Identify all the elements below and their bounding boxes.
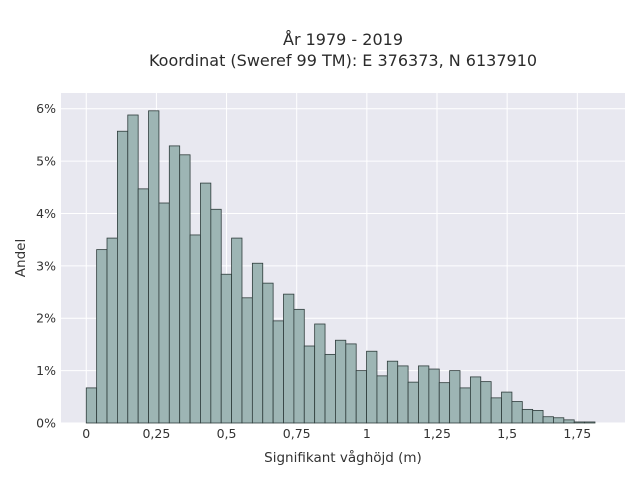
bar-12 <box>210 208 222 424</box>
bar-14 <box>231 237 243 424</box>
bar-32 <box>418 365 430 424</box>
bar-13 <box>220 273 233 424</box>
bar-43 <box>532 410 544 424</box>
x-tick-label-0: 0 <box>82 426 90 441</box>
bar-46 <box>563 419 575 424</box>
bar-24 <box>335 339 347 424</box>
bar-19 <box>283 293 295 424</box>
x-tick-label-6: 1,5 <box>497 426 517 441</box>
bar-29 <box>386 360 399 424</box>
bar-0 <box>85 387 98 424</box>
bar-17 <box>262 282 274 424</box>
x-tick-label-5: 1,25 <box>423 426 451 441</box>
bar-31 <box>407 381 419 424</box>
bar-15 <box>241 297 253 424</box>
bar-34 <box>438 382 451 424</box>
bar-28 <box>376 375 388 424</box>
bar-30 <box>397 365 409 424</box>
chart-title-line-2: Koordinat (Sweref 99 TM): E 376373, N 61… <box>149 51 537 70</box>
bar-26 <box>355 370 367 424</box>
x-tick-label-4: 1 <box>363 426 371 441</box>
bar-9 <box>179 154 191 424</box>
x-tick-label-2: 0,5 <box>217 426 237 441</box>
bar-44 <box>542 416 554 424</box>
bar-41 <box>511 401 523 424</box>
bar-38 <box>480 381 492 424</box>
y-tick-label-2: 2% <box>36 311 56 326</box>
bar-2 <box>106 237 118 424</box>
x-axis-ticks: 0 0,25 0,5 0,75 1 1,25 1,5 1,75 <box>82 426 591 441</box>
x-tick-label-1: 0,25 <box>142 426 170 441</box>
bar-18 <box>272 320 284 424</box>
x-tick-label-7: 1,75 <box>563 426 591 441</box>
bar-6 <box>148 110 160 424</box>
bar-40 <box>501 391 513 424</box>
bar-7 <box>158 202 170 424</box>
bar-20 <box>293 308 305 424</box>
y-tick-label-5: 5% <box>36 154 56 169</box>
bar-22 <box>314 323 326 424</box>
bar-47 <box>573 421 585 424</box>
bar-37 <box>469 376 482 424</box>
y-tick-label-3: 3% <box>36 258 56 273</box>
y-tick-label-6: 6% <box>36 101 56 116</box>
bar-16 <box>251 262 264 424</box>
chart-title-line-1: År 1979 - 2019 <box>283 30 403 49</box>
bar-36 <box>459 387 471 424</box>
y-tick-label-1: 1% <box>36 363 56 378</box>
bar-1 <box>96 249 108 424</box>
bar-35 <box>449 370 461 424</box>
bar-45 <box>553 417 565 424</box>
bar-39 <box>490 397 502 424</box>
y-tick-label-0: 0% <box>36 416 56 431</box>
bar-23 <box>324 353 336 424</box>
bar-42 <box>521 408 534 424</box>
bar-11 <box>200 182 212 424</box>
y-axis-ticks: 0% 1% 2% 3% 4% 5% 6% <box>36 101 56 430</box>
bar-3 <box>117 130 129 424</box>
bar-25 <box>345 343 357 424</box>
y-axis-label: Andel <box>13 239 29 277</box>
bar-33 <box>428 368 440 424</box>
bar-48 <box>584 421 596 424</box>
bar-10 <box>189 234 201 424</box>
bar-5 <box>137 188 149 424</box>
y-tick-label-4: 4% <box>36 206 56 221</box>
bar-8 <box>168 145 181 424</box>
bar-21 <box>303 345 316 424</box>
x-tick-label-3: 0,75 <box>283 426 311 441</box>
bar-4 <box>127 114 139 424</box>
bar-27 <box>366 350 378 424</box>
x-axis-label: Signifikant våghöjd (m) <box>264 449 422 466</box>
bars <box>85 110 596 424</box>
